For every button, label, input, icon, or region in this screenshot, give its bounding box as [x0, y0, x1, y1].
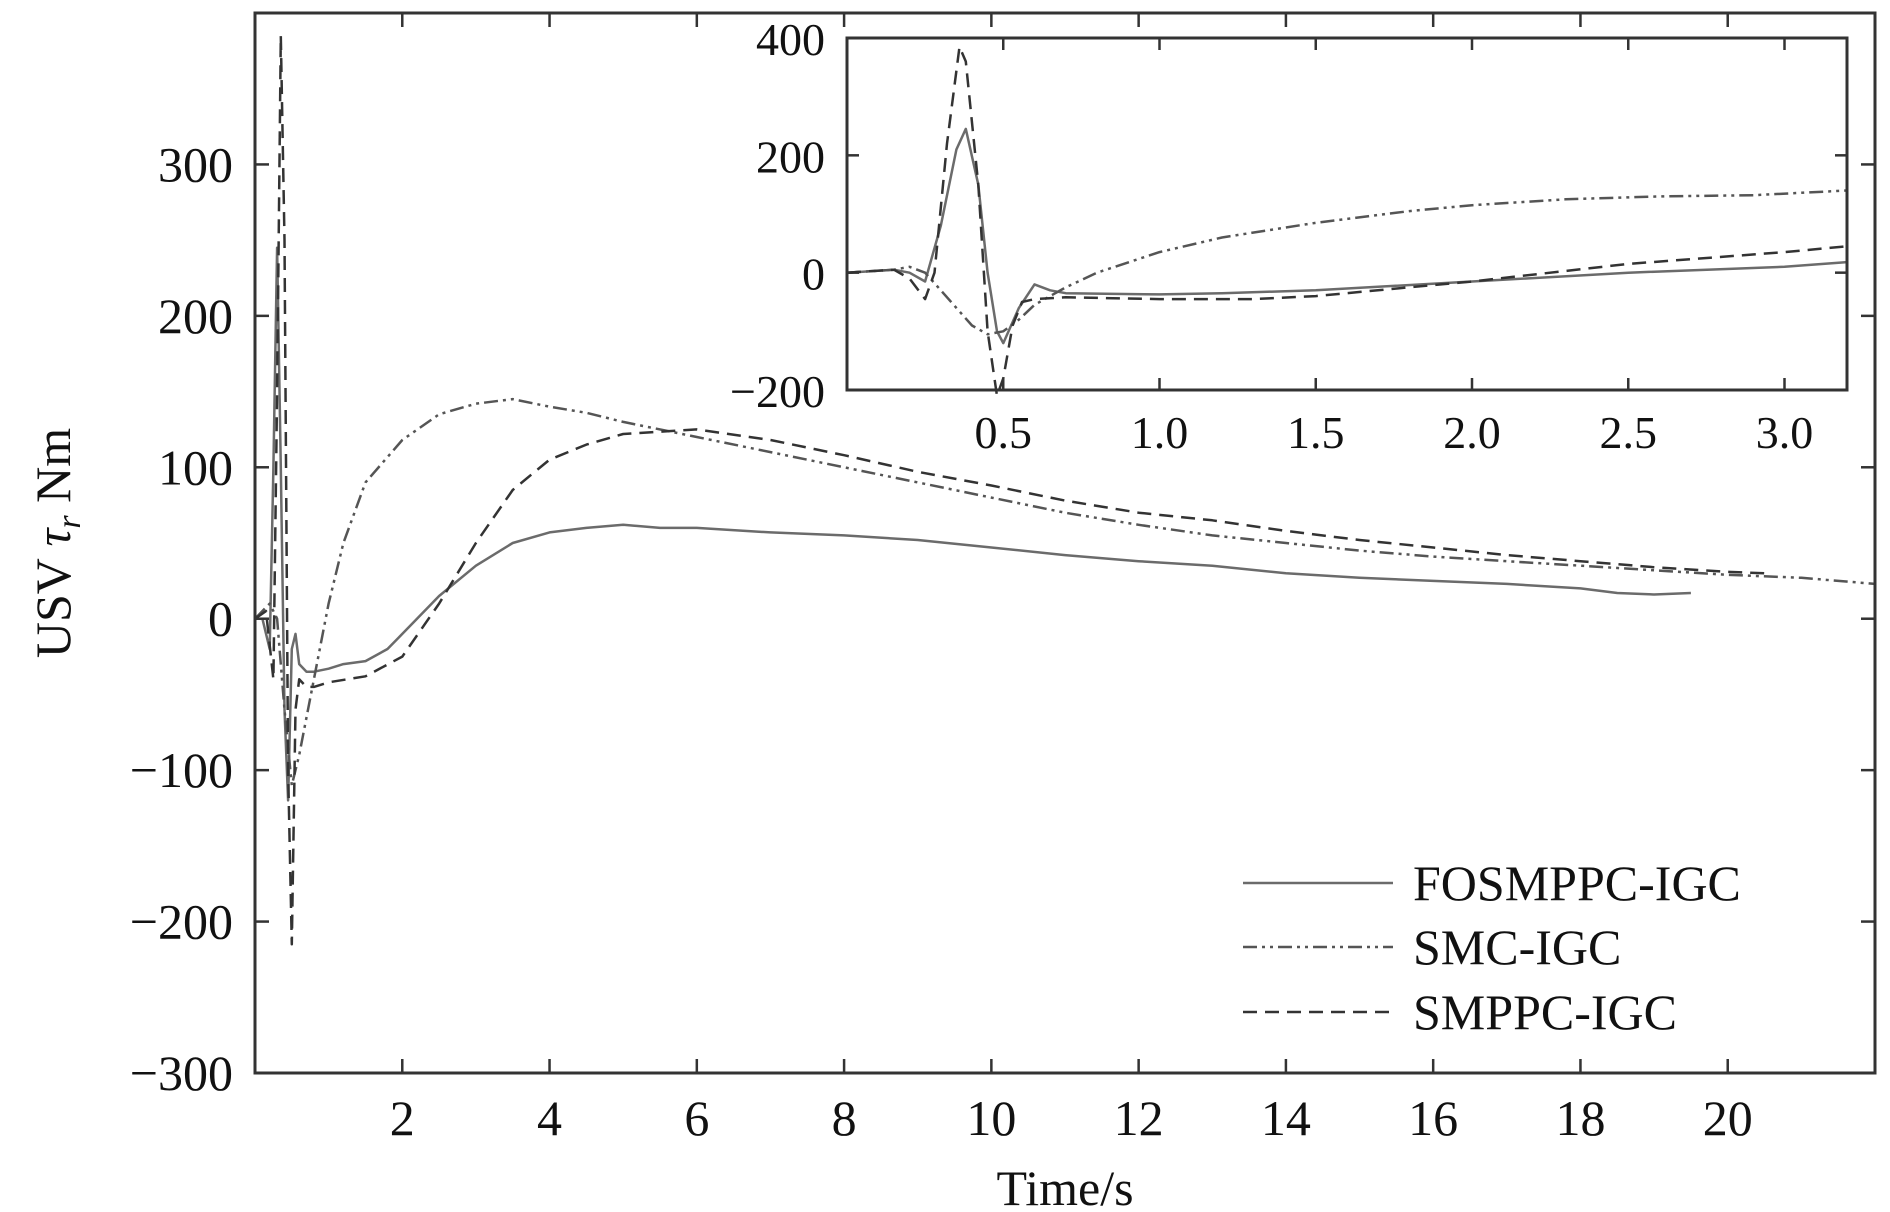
- main-y-tick-label: 0: [208, 591, 233, 647]
- main-y-tick-label: 200: [158, 288, 233, 344]
- y-axis-label-suffix: Nm: [25, 428, 81, 516]
- inset-series-fosmppc-igc: [846, 127, 1848, 345]
- main-x-tick-label: 2: [390, 1090, 415, 1146]
- y-axis-label-subscript: r: [51, 515, 88, 529]
- main-x-tick-label: 18: [1555, 1090, 1605, 1146]
- main-y-tick-label: −100: [130, 742, 233, 798]
- main-y-tick-label: −200: [130, 894, 233, 950]
- main-plot-frame: [253, 11, 1877, 1075]
- inset-x-tick-label: 0.5: [975, 407, 1033, 458]
- main-series-smppc-igc: [254, 34, 1765, 946]
- inset-series-smc-igc: [846, 189, 1848, 336]
- y-axis-label-prefix: USV: [25, 547, 81, 659]
- main-x-tick-label: 14: [1261, 1090, 1311, 1146]
- inset-x-tick-label: 2.0: [1443, 407, 1501, 458]
- main-series-smc-igc: [254, 397, 1876, 787]
- inset-y-tick-label: 200: [756, 131, 825, 182]
- main-x-tick-label: 12: [1114, 1090, 1164, 1146]
- y-axis-label: USV τr Nm: [25, 428, 88, 658]
- legend-label-smc: SMC-IGC: [1413, 919, 1621, 975]
- main-plot: 2 4 6 8 10 12 14 16 18 20 −300 −200 −100 0 100 200 300: [130, 11, 1877, 1146]
- inset-series-smppc-igc: [846, 45, 1848, 398]
- inset-y-tick-label: 0: [802, 249, 825, 300]
- main-y-tick-label: 300: [158, 136, 233, 192]
- inset-series-group: [846, 45, 1848, 398]
- main-x-tick-label: 6: [684, 1090, 709, 1146]
- main-x-tick-label: 20: [1703, 1090, 1753, 1146]
- inset-y-tick-label: −200: [730, 366, 825, 417]
- inset-plot-frame: [845, 36, 1849, 392]
- legend-label-smppc: SMPPC-IGC: [1413, 984, 1677, 1040]
- main-ticks-group: 2 4 6 8 10 12 14 16 18 20 −300 −200 −100 0 100 200 300: [130, 13, 1875, 1146]
- main-x-tick-label: 8: [832, 1090, 857, 1146]
- inset-x-tick-label: 1.0: [1131, 407, 1189, 458]
- main-x-tick-label: 10: [966, 1090, 1016, 1146]
- inset-x-tick-label: 1.5: [1287, 407, 1345, 458]
- inset-x-tick-label: 3.0: [1756, 407, 1814, 458]
- inset-ticks-group: 0.5 1.0 1.5 2.0 2.5 3.0 −200 0 200 400: [730, 14, 1847, 458]
- legend-label-fosmppc: FOSMPPC-IGC: [1413, 855, 1741, 911]
- inset-x-tick-label: 2.5: [1600, 407, 1658, 458]
- main-x-tick-label: 16: [1408, 1090, 1458, 1146]
- legend: FOSMPPC-IGC SMC-IGC SMPPC-IGC: [1243, 855, 1741, 1040]
- y-axis-label-symbol: τ: [25, 527, 81, 547]
- main-y-tick-label: 100: [158, 439, 233, 495]
- main-x-tick-label: 4: [537, 1090, 562, 1146]
- main-y-tick-label: −300: [130, 1045, 233, 1101]
- x-axis-label: Time/s: [996, 1160, 1133, 1212]
- main-series-group: [254, 34, 1876, 946]
- inset-y-tick-label: 400: [756, 14, 825, 65]
- inset-plot: 0.5 1.0 1.5 2.0 2.5 3.0 −200 0 200 400: [730, 14, 1849, 458]
- inset-background: [847, 38, 1847, 390]
